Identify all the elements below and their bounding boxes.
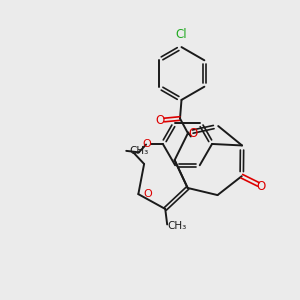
- Text: O: O: [256, 180, 266, 193]
- Text: O: O: [143, 139, 152, 149]
- Text: CH₃: CH₃: [168, 221, 187, 231]
- Text: O: O: [144, 189, 152, 199]
- Text: CH₃: CH₃: [130, 146, 149, 157]
- Text: O: O: [156, 113, 165, 127]
- Text: Cl: Cl: [176, 28, 187, 40]
- Text: O: O: [189, 127, 198, 140]
